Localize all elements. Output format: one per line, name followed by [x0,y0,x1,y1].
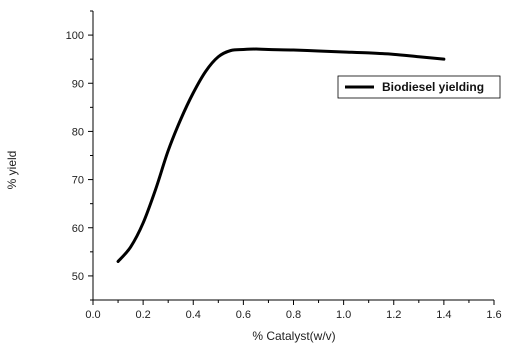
y-tick-label: 100 [66,30,84,42]
y-tick-label: 90 [72,78,84,90]
legend: Biodiesel yielding [337,75,501,99]
axes [92,11,494,301]
legend-label: Biodiesel yielding [382,80,484,94]
x-tick-label: 1.0 [336,309,351,321]
x-tick-label: 0.2 [135,309,150,321]
x-tick-label: 0.0 [85,309,100,321]
y-tick-label: 60 [72,223,84,235]
y-tick-label: 50 [72,271,84,283]
x-tick-label: 1.4 [436,309,451,321]
series-group [116,47,446,263]
y-axis-title: % yield [5,151,19,190]
tick-marks [88,10,495,305]
x-tick-labels: 0.0 0.2 0.4 0.6 0.8 1.0 1.2 1.4 1.6 [85,309,501,321]
legend-box [337,75,501,99]
x-tick-label: 0.6 [236,309,251,321]
x-tick-label: 1.6 [486,309,501,321]
x-axis-title: % Catalyst(w/v) [252,329,335,343]
series-line-biodiesel-yielding [116,47,446,263]
y-tick-label: 80 [72,126,84,138]
x-tick-label: 0.4 [186,309,201,321]
y-tick-labels: 50 60 70 80 90 100 [66,30,84,283]
y-tick-label: 70 [72,175,84,187]
x-tick-label: 0.8 [286,309,301,321]
x-tick-label: 1.2 [386,309,401,321]
